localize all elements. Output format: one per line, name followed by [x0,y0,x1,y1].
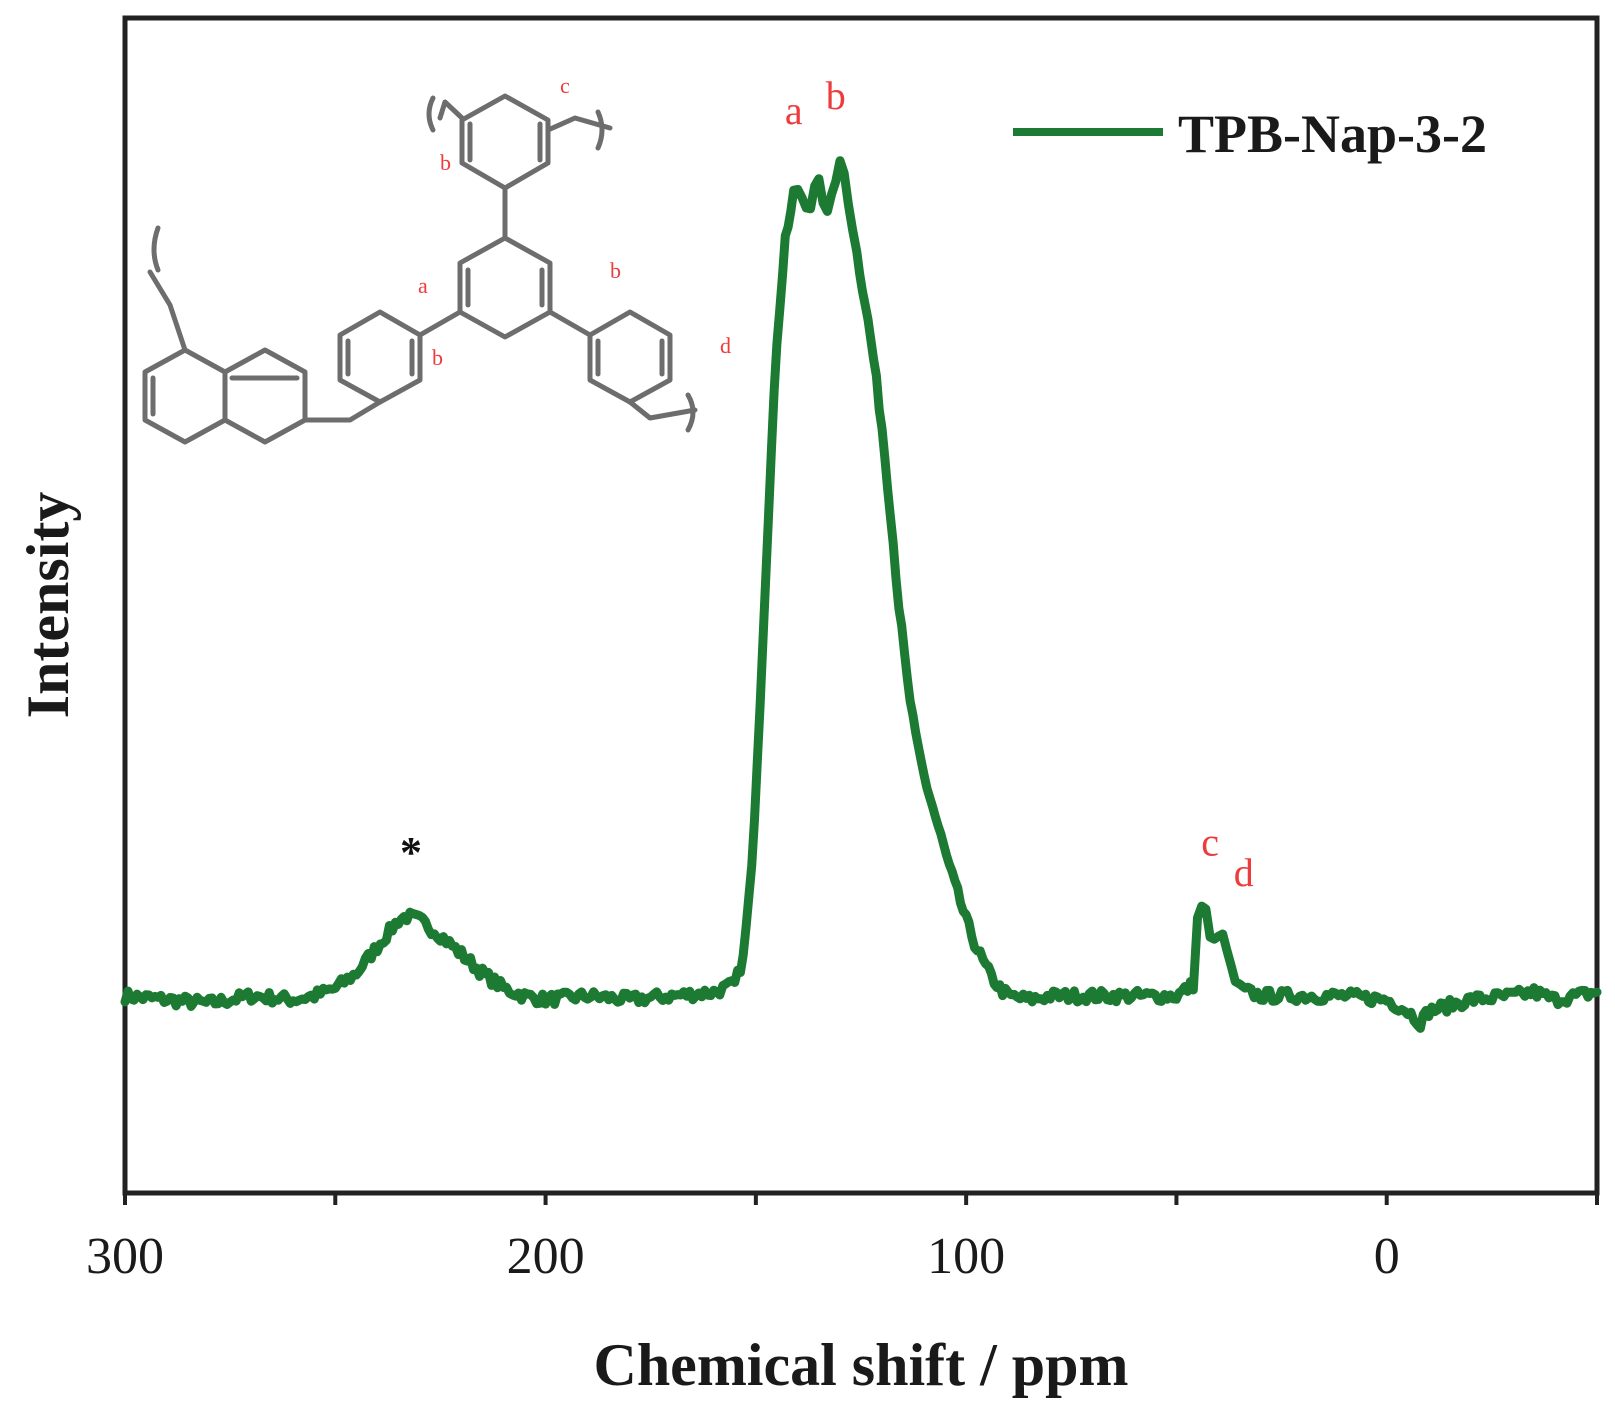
x-axis-title: Chemical shift / ppm [593,1332,1128,1398]
x-tick-label: 300 [86,1228,164,1285]
plot-frame [122,15,1600,1196]
series-line-tpb-nap-3-2 [120,156,1602,1033]
x-tick-label: 100 [927,1228,1005,1285]
chemical-structure: c b a b b d [142,73,731,445]
legend: TPB-Nap-3-2 [1013,104,1487,164]
legend-label: TPB-Nap-3-2 [1178,104,1487,164]
peak-label-c: c [1201,820,1219,865]
structure-label-b-top: b [440,150,451,175]
structure-label-a: a [418,273,428,298]
structure-label-b-right: b [610,258,621,283]
structure-label-d: d [720,333,731,358]
structure-label-c: c [560,73,570,98]
x-axis-tick-labels: 300 200 100 0 [86,1228,1400,1285]
y-axis-title: Intensity [15,492,81,719]
peak-label-a: a [785,88,803,133]
peak-label-d: d [1234,850,1254,895]
peak-annotations: *a bcd [400,73,1254,895]
x-axis-ticks [123,1193,1599,1205]
x-tick-label: 0 [1374,1228,1400,1285]
x-tick-label: 200 [507,1228,585,1285]
peak-label-b: b [826,73,846,118]
spinning-sideband-marker: * [400,828,422,877]
structure-label-b-left: b [432,345,443,370]
